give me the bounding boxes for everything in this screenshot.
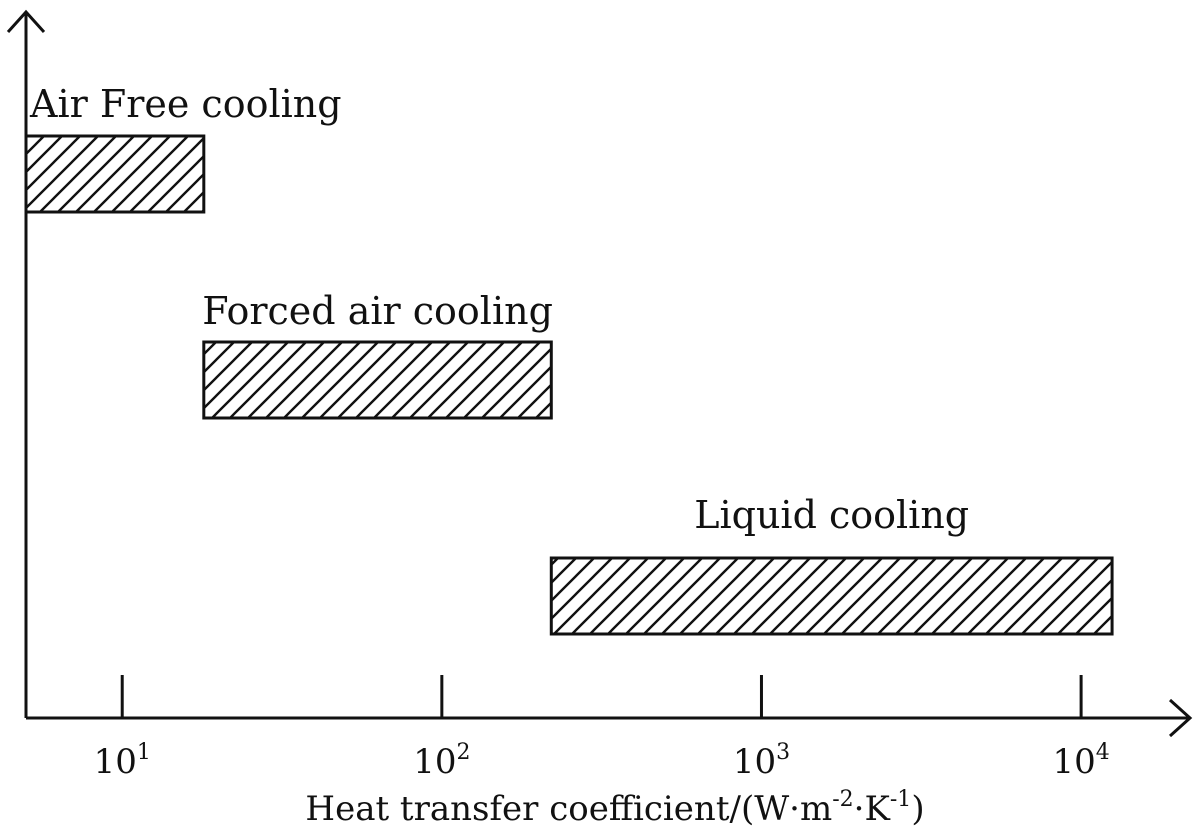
- svg-text:102: 102: [413, 740, 470, 782]
- x-tick: 103: [733, 675, 790, 782]
- bar-label: Air Free cooling: [29, 82, 342, 126]
- bars: Air Free cooling Forced air cooling Liqu…: [24, 82, 1114, 636]
- svg-text:104: 104: [1052, 740, 1109, 782]
- bar-air-free-cooling: Air Free cooling: [24, 82, 342, 214]
- x-axis-arrow-icon: [1168, 698, 1193, 738]
- svg-text:103: 103: [733, 740, 790, 782]
- x-tick: 101: [94, 675, 151, 782]
- x-tick: 102: [413, 675, 470, 782]
- y-axis-arrow-icon: [6, 9, 46, 34]
- x-ticks: 101 102 103 104: [94, 675, 1110, 782]
- bar-forced-air-cooling: Forced air cooling: [202, 289, 553, 420]
- x-axis-title: Heat transfer coefficient/(W·m-2·K-1): [305, 787, 924, 829]
- bar-label: Liquid cooling: [694, 493, 969, 537]
- x-tick: 104: [1052, 675, 1110, 782]
- bar-label: Forced air cooling: [202, 289, 553, 333]
- bar-liquid-cooling: Liquid cooling: [549, 493, 1114, 636]
- svg-text:101: 101: [94, 740, 151, 782]
